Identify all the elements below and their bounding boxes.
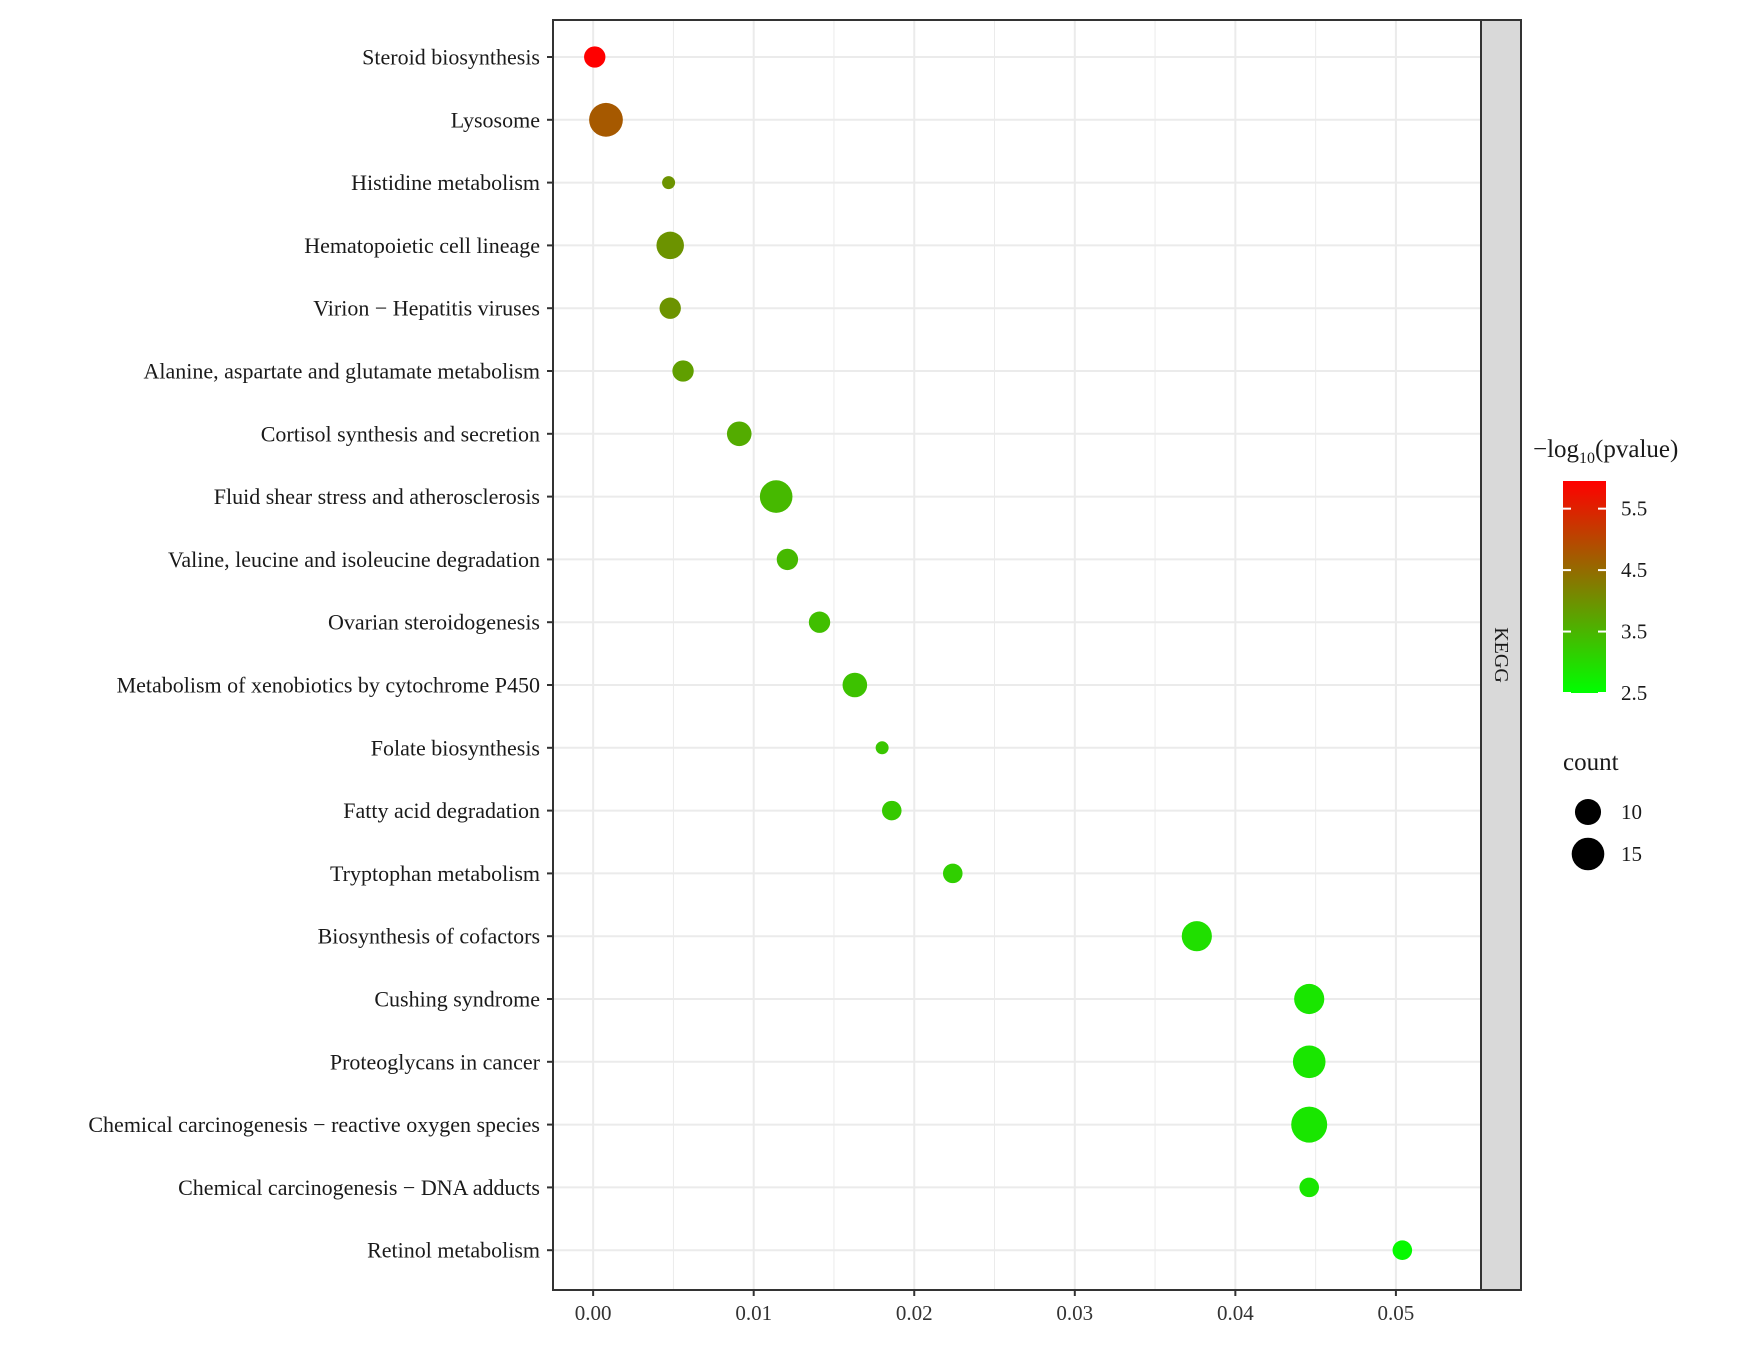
data-point (1392, 1240, 1413, 1260)
x-tick-label: 0.03 (1056, 1301, 1093, 1325)
data-point (875, 741, 889, 755)
data-point (656, 231, 684, 260)
size-legend-entries: 10 15 (1571, 798, 1642, 871)
color-legend-title: −log10(pvalue) (1533, 436, 1678, 467)
y-tick-label: Histidine metabolism (351, 170, 540, 195)
size-legend-point (1571, 837, 1605, 871)
size-legend-label: 10 (1621, 800, 1642, 824)
facet-strip (1480, 19, 1522, 1291)
facet-strip-label: KEGG (1490, 627, 1512, 683)
data-point (842, 672, 868, 698)
y-tick-label: Metabolism of xenobiotics by cytochrome … (117, 673, 540, 698)
color-legend-tick-label: 2.5 (1621, 681, 1647, 705)
data-point (808, 611, 831, 633)
y-tick-label: Folate biosynthesis (371, 735, 540, 760)
data-point (672, 360, 694, 382)
data-point (942, 863, 963, 884)
x-tick-label: 0.04 (1217, 1301, 1254, 1325)
y-tick-label: Biosynthesis of cofactors (318, 924, 540, 949)
y-tick-label: Retinol metabolism (367, 1238, 540, 1263)
color-legend-ticks: 5.5 4.5 3.5 2.5 (1563, 497, 1647, 705)
data-point (662, 176, 676, 190)
color-legend-title-subscript: 10 (1579, 450, 1595, 467)
y-tick-label: Proteoglycans in cancer (330, 1049, 541, 1074)
data-point (776, 548, 799, 571)
x-tick-label: 0.02 (896, 1301, 933, 1325)
y-tick-label: Fluid shear stress and atherosclerosis (214, 484, 540, 509)
data-point (1294, 983, 1325, 1015)
y-tick-label: Valine, leucine and isoleucine degradati… (168, 547, 540, 572)
grid-layer (553, 20, 1481, 1290)
size-legend-label: 15 (1621, 842, 1642, 866)
data-point (1299, 1177, 1319, 1198)
y-tick-label: Chemical carcinogenesis − reactive oxyge… (88, 1112, 540, 1137)
data-point (589, 102, 623, 137)
color-legend-tick-label: 3.5 (1621, 620, 1647, 644)
x-tick-label: 0.00 (575, 1301, 612, 1325)
color-legend-tick-label: 5.5 (1621, 497, 1647, 521)
y-tick-label: Alanine, aspartate and glutamate metabol… (144, 359, 540, 384)
data-point (659, 297, 681, 319)
size-legend: count 10 15 (1563, 749, 1642, 871)
y-tick-label: Cushing syndrome (374, 987, 540, 1012)
data-point (726, 421, 752, 447)
points-layer (584, 46, 1413, 1260)
panel-border (552, 19, 1482, 1291)
data-point (1181, 921, 1212, 952)
y-tick-label: Ovarian steroidogenesis (328, 610, 540, 635)
data-point (1292, 1045, 1326, 1079)
x-tick-label: 0.05 (1378, 1301, 1415, 1325)
color-legend-title-suffix: (pvalue) (1595, 436, 1678, 463)
x-axis: 0.00 0.01 0.02 0.03 0.04 0.05 (575, 1290, 1415, 1325)
y-tick-label: Cortisol synthesis and secretion (261, 421, 540, 446)
size-legend-title: count (1563, 749, 1619, 776)
x-tick-label: 0.01 (735, 1301, 772, 1325)
data-point (881, 800, 902, 821)
data-point (584, 46, 606, 68)
y-tick-label: Chemical carcinogenesis − DNA adducts (178, 1175, 540, 1200)
data-point (759, 480, 793, 513)
data-point (1291, 1106, 1328, 1143)
y-axis: Steroid biosynthesis Lysosome Histidine me… (88, 45, 553, 1263)
size-legend-point (1574, 798, 1602, 826)
y-tick-label: Tryptophan metabolism (330, 861, 540, 886)
y-tick-label: Lysosome (451, 107, 540, 132)
y-tick-label: Hematopoietic cell lineage (304, 233, 540, 258)
color-legend-tick-label: 4.5 (1621, 558, 1647, 582)
color-legend: −log10(pvalue) 5.5 4.5 3.5 2.5 (1533, 436, 1678, 705)
color-legend-title-prefix: −log (1533, 436, 1580, 463)
y-tick-label: Steroid biosynthesis (362, 45, 540, 70)
y-tick-label: Fatty acid degradation (343, 798, 540, 823)
color-legend-bar (1563, 481, 1606, 693)
y-tick-label: Virion − Hepatitis viruses (313, 296, 540, 321)
